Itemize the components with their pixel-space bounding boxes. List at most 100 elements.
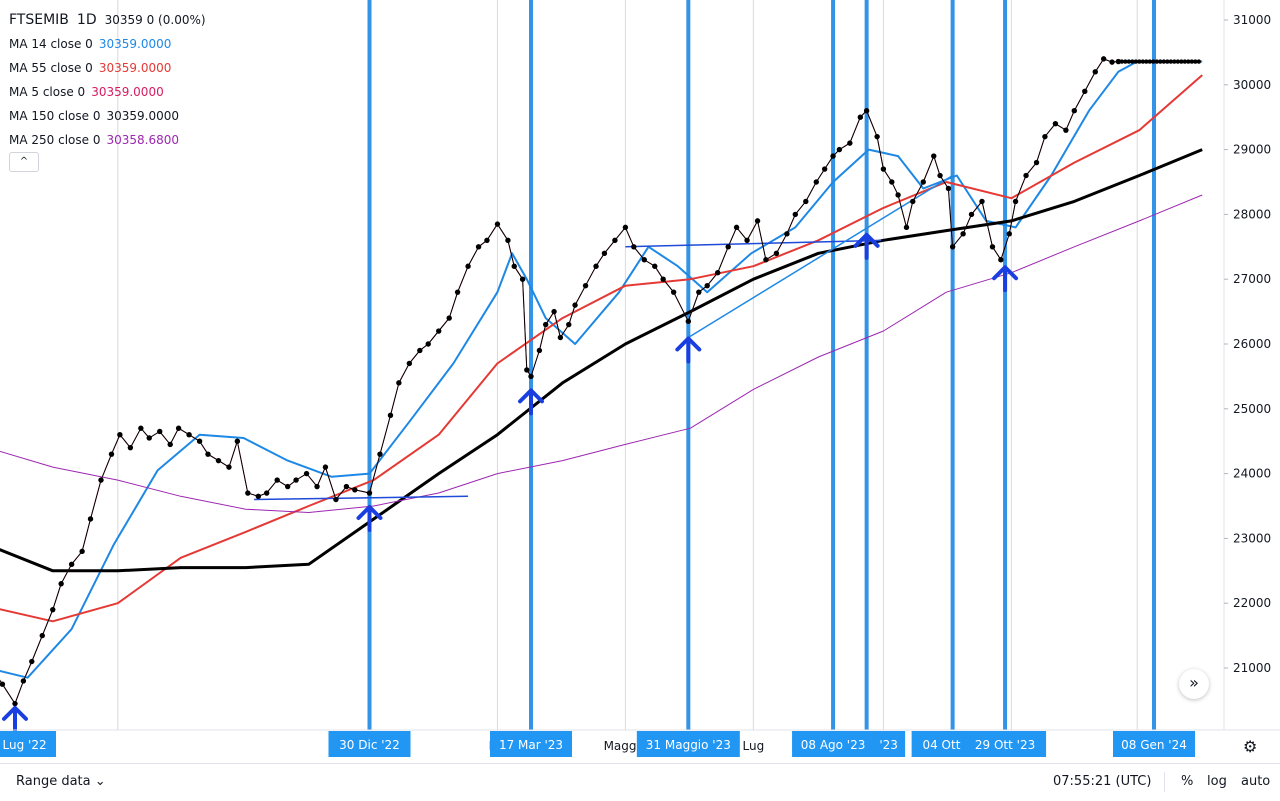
auto-toggle[interactable]: auto [1241,774,1271,789]
flat-segment-point [1165,59,1170,64]
price-axis: 21000 22000 23000 24000 25000 26000 27000 28000… [1224,13,1271,675]
collapse-legend-button[interactable]: ^ [9,152,39,172]
price-point [813,179,819,185]
price-point [836,146,843,153]
price-point [436,328,442,334]
price-point [226,464,232,470]
ma-line[interactable] [0,148,1203,573]
symbol-name[interactable]: FTSEMIB [9,12,69,28]
price-point [524,367,530,373]
y-tick-label: 22000 [1233,596,1271,610]
date-highlight-background [636,731,740,757]
legend: FTSEMIB 1D 30359 0 (0.00%) MA 14 close 0 30… [9,8,206,152]
date-highlight-badge[interactable]: 08 Ago '23 [792,731,875,757]
price-point [998,257,1004,263]
price-point [1100,56,1107,62]
y-tick-label: 24000 [1233,467,1271,481]
double-chevron-right-icon: » [1189,673,1199,692]
price-point [542,321,549,328]
flat-segment-point [1151,59,1156,64]
date-highlight-badge[interactable]: 08 Gen '24 [1113,731,1195,757]
price-point [108,451,115,457]
trendline[interactable] [254,495,469,501]
legend-ma-5[interactable]: MA 5 close 0 30359.0000 [9,80,206,104]
price-point [1071,108,1077,114]
price-point [1063,127,1069,133]
legend-ma-55[interactable]: MA 55 close 0 30359.0000 [9,56,206,80]
price-point [343,483,350,490]
date-highlight-badge[interactable]: 31 Maggio '23 [636,731,740,757]
legend-header: FTSEMIB 1D 30359 0 (0.00%) [9,8,206,32]
flat-segment-point [1186,59,1191,64]
ma-5-line[interactable] [0,58,1119,705]
legend-ma-150[interactable]: MA 150 close 0 30359.0000 [9,104,206,128]
price-point [670,289,677,295]
interval[interactable]: 1D [76,12,97,28]
percent-toggle[interactable]: % [1181,774,1194,789]
price-point [29,658,35,665]
range-data-button[interactable]: Range data ⌄ [16,774,106,789]
indicator-label: MA 55 close 0 [9,61,93,75]
legend-ma-250[interactable]: MA 250 close 0 30358.6800 [9,128,206,152]
price-point [910,198,916,205]
date-highlight-badge[interactable]: 17 Mar '23 [490,731,573,757]
y-tick-label: 21000 [1233,661,1271,675]
price-point [127,444,134,451]
price-point [1006,231,1012,237]
indicator-value: 30359.0000 [91,85,164,99]
date-highlight-badge[interactable]: 29 Ott '23 [964,731,1047,757]
date-highlight-background [964,731,1047,757]
price-point [557,334,564,341]
date-highlight-background [0,731,56,757]
flat-segment-point [1130,59,1135,64]
flat-segment-point [1126,59,1132,64]
price-point [58,581,64,587]
price-point [1082,88,1088,94]
price-point [293,477,299,483]
chevron-down-icon: ⌄ [94,774,106,789]
range-data-label: Range data [16,774,91,789]
ma-line[interactable] [0,194,1203,513]
flat-segment-point [1158,59,1163,64]
clock-readout[interactable]: 07:55:21 (UTC) [1053,774,1152,789]
trendline[interactable] [687,174,954,339]
flat-segment-point [1175,59,1181,64]
price-point [931,153,937,159]
log-toggle[interactable]: log [1207,774,1227,789]
price-point [1012,198,1019,205]
price-point [352,487,358,493]
price-point [714,270,721,276]
date-highlight-badge[interactable]: '23 [872,731,906,757]
bottom-toolbar: Range data ⌄ 07:55:21 (UTC) % log auto [0,763,1280,801]
scroll-to-realtime-button[interactable]: » [1179,669,1209,699]
price-point [255,493,262,499]
price-line[interactable] [0,58,1119,705]
price-point [274,477,280,483]
ma-line[interactable] [0,74,1203,623]
price-point [387,412,394,418]
flat-segment-point [1137,59,1142,64]
price-series [0,56,1122,707]
ma-line[interactable] [0,60,1203,679]
price-point [1092,69,1098,75]
price-point [511,263,517,269]
arrow-up-icon [853,232,880,260]
gear-icon[interactable]: ⚙ [1243,737,1258,756]
price-point [551,308,557,315]
legend-ma-14[interactable]: MA 14 close 0 30359.0000 [9,32,206,56]
y-tick-label: 28000 [1233,207,1271,221]
trendlines [254,174,954,501]
y-tick-label: 30000 [1233,78,1271,92]
date-highlight-badge[interactable]: 14 Lug '22 [0,731,56,757]
price-point [50,606,56,613]
trendline[interactable] [625,239,882,248]
arrow-up-icon [518,388,545,416]
flat-segment-point [1161,59,1167,64]
date-highlight-background [328,731,411,757]
date-highlight-label: 30 Dic '22 [339,738,400,752]
date-highlight-badge[interactable]: 30 Dic '22 [328,731,411,757]
indicator-value: 30359.0000 [98,37,172,51]
price-point [704,282,710,289]
price-point [465,263,471,269]
